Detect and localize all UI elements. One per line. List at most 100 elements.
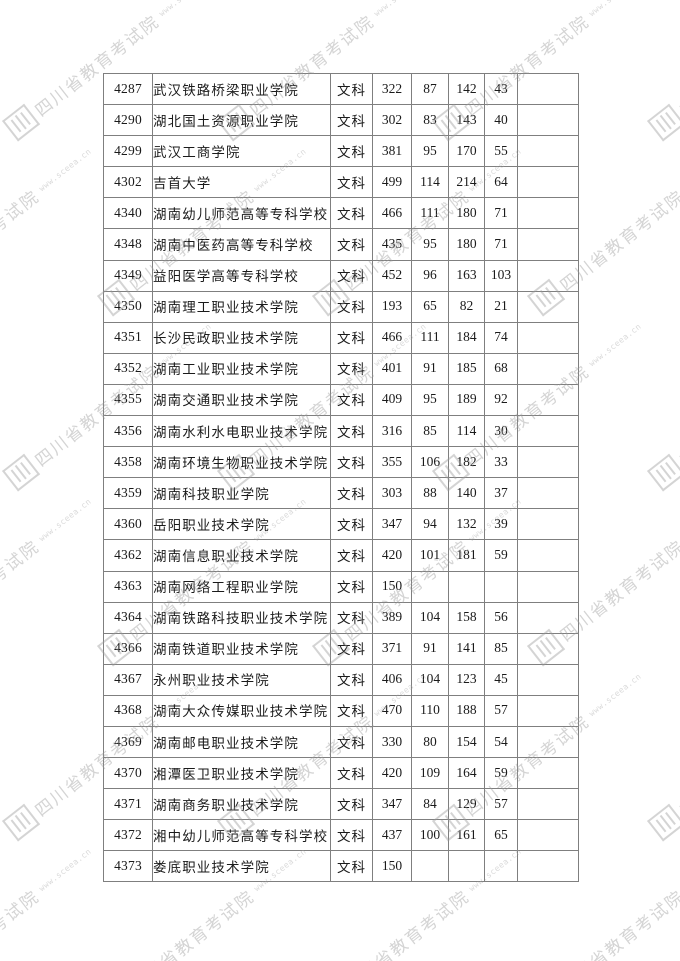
- math-score-cell: 123: [448, 663, 485, 696]
- math-score-cell: 180: [448, 228, 485, 261]
- foreign-language-score-cell: 59: [484, 757, 518, 790]
- institution-code-cell: 4370: [103, 757, 153, 790]
- table-row: 4358 湖南环境生物职业技术学院 文科 355 106 182 33: [103, 446, 579, 479]
- institution-name-cell: 岳阳职业技术学院: [152, 508, 331, 541]
- math-score-cell: 114: [448, 415, 485, 448]
- institution-code-cell: 4362: [103, 539, 153, 572]
- institution-code-cell: 4351: [103, 321, 153, 354]
- table-row: 4368 湖南大众传媒职业技术学院 文科 470 110 188 57: [103, 694, 579, 727]
- math-score-cell: 189: [448, 383, 485, 417]
- chinese-score-cell: 87: [411, 72, 449, 106]
- subject-category-cell: 文科: [330, 197, 373, 230]
- min-admission-score-cell: 150: [372, 850, 412, 883]
- institution-code-cell: 4352: [103, 352, 153, 385]
- institution-name-cell: 湖南幼儿师范高等专科学校: [152, 197, 331, 230]
- watermark-stamp: 四川省教育考试院www.sceea.cn: [0, 313, 4, 494]
- watermark-text: 四川省教育考试院: [676, 361, 680, 471]
- min-admission-score-cell: 409: [372, 383, 412, 417]
- remarks-cell: [517, 632, 579, 665]
- institution-code-cell: 4367: [103, 663, 153, 696]
- watermark-text: 四川省教育考试院: [676, 711, 680, 821]
- subject-category-cell: 文科: [330, 570, 373, 603]
- min-admission-score-cell: 347: [372, 788, 412, 821]
- watermark-text: 四川省教育考试院: [556, 886, 680, 961]
- watermark-text: 四川省教育考试院: [126, 886, 259, 961]
- institution-name-cell: 湖北国土资源职业学院: [152, 104, 331, 137]
- institution-code-cell: 4340: [103, 197, 153, 230]
- institution-name-cell: 娄底职业技术学院: [152, 850, 331, 883]
- remarks-cell: [517, 259, 579, 292]
- min-admission-score-cell: 150: [372, 570, 412, 603]
- foreign-language-score-cell: 45: [484, 663, 518, 696]
- foreign-language-score-cell: 54: [484, 725, 518, 759]
- subject-category-cell: 文科: [330, 757, 373, 790]
- watermark-url: www.sceea.cn: [372, 0, 428, 18]
- subject-category-cell: 文科: [330, 290, 373, 323]
- foreign-language-score-cell: 30: [484, 415, 518, 448]
- table-row: 4362 湖南信息职业技术学院 文科 420 101 181 59: [103, 539, 579, 572]
- watermark-stamp: 四川省教育考试院www.sceea.cn: [0, 663, 4, 844]
- remarks-cell: [517, 725, 579, 759]
- subject-category-cell: 文科: [330, 72, 373, 106]
- remarks-cell: [517, 321, 579, 354]
- institution-code-cell: 4358: [103, 446, 153, 479]
- subject-category-cell: 文科: [330, 539, 373, 572]
- watermark-stamp: 四川省教育考试院www.sceea.cn: [645, 663, 680, 844]
- institution-code-cell: 4350: [103, 290, 153, 323]
- remarks-cell: [517, 508, 579, 541]
- min-admission-score-cell: 435: [372, 228, 412, 261]
- min-admission-score-cell: 420: [372, 757, 412, 790]
- chinese-score-cell: 104: [411, 663, 449, 696]
- institution-name-cell: 益阳医学高等专科学校: [152, 259, 331, 292]
- min-admission-score-cell: 330: [372, 725, 412, 759]
- watermark-stamp: 四川省教育考试院www.sceea.cn: [0, 0, 4, 144]
- watermark-text: 四川省教育考试院: [0, 186, 44, 296]
- watermark-url: www.sceea.cn: [36, 846, 93, 893]
- foreign-language-score-cell: 21: [484, 290, 518, 323]
- remarks-cell: [517, 446, 579, 479]
- institution-name-cell: 湖南科技职业学院: [152, 477, 331, 510]
- institution-code-cell: 4299: [103, 135, 153, 168]
- math-score-cell: 132: [448, 508, 485, 541]
- institution-code-cell: 4355: [103, 383, 153, 417]
- foreign-language-score-cell: 74: [484, 321, 518, 354]
- subject-category-cell: 文科: [330, 788, 373, 821]
- subject-category-cell: 文科: [330, 601, 373, 634]
- watermark-stamp: 四川省教育考试院www.sceea.cn: [0, 838, 99, 961]
- table-row: 4356 湖南水利水电职业技术学院 文科 316 85 114 30: [103, 415, 579, 448]
- subject-category-cell: 文科: [330, 228, 373, 261]
- min-admission-score-cell: 406: [372, 663, 412, 696]
- sichuan-exam-authority-logo-icon: [645, 452, 680, 494]
- math-score-cell: [448, 570, 485, 603]
- table-row: 4351 长沙民政职业技术学院 文科 466 111 184 74: [103, 321, 579, 354]
- min-admission-score-cell: 371: [372, 632, 412, 665]
- watermark-url: www.sceea.cn: [587, 0, 643, 18]
- math-score-cell: 140: [448, 477, 485, 510]
- subject-category-cell: 文科: [330, 725, 373, 759]
- chinese-score-cell: 91: [411, 352, 449, 385]
- institution-name-cell: 湖南水利水电职业技术学院: [152, 415, 331, 448]
- remarks-cell: [517, 477, 579, 510]
- math-score-cell: 129: [448, 788, 485, 821]
- chinese-score-cell: 104: [411, 601, 449, 634]
- table-row: 4287 武汉铁路桥梁职业学院 文科 322 87 142 43: [103, 72, 579, 106]
- institution-name-cell: 永州职业技术学院: [152, 663, 331, 696]
- remarks-cell: [517, 539, 579, 572]
- foreign-language-score-cell: [484, 850, 518, 883]
- table-row: 4360 岳阳职业技术学院 文科 347 94 132 39: [103, 508, 579, 541]
- min-admission-score-cell: 499: [372, 166, 412, 199]
- foreign-language-score-cell: 56: [484, 601, 518, 634]
- min-admission-score-cell: 347: [372, 508, 412, 541]
- min-admission-score-cell: 466: [372, 321, 412, 354]
- watermark-text: 四川省教育考试院: [341, 886, 474, 961]
- remarks-cell: [517, 819, 579, 852]
- watermark-stamp: 四川省教育考试院www.sceea.cn: [645, 313, 680, 494]
- chinese-score-cell: 88: [411, 477, 449, 510]
- foreign-language-score-cell: 57: [484, 694, 518, 727]
- table-row: 4366 湖南铁道职业技术学院 文科 371 91 141 85: [103, 632, 579, 665]
- min-admission-score-cell: 193: [372, 290, 412, 323]
- chinese-score-cell: 110: [411, 694, 449, 727]
- chinese-score-cell: 84: [411, 788, 449, 821]
- math-score-cell: 181: [448, 539, 485, 572]
- chinese-score-cell: 114: [411, 166, 449, 199]
